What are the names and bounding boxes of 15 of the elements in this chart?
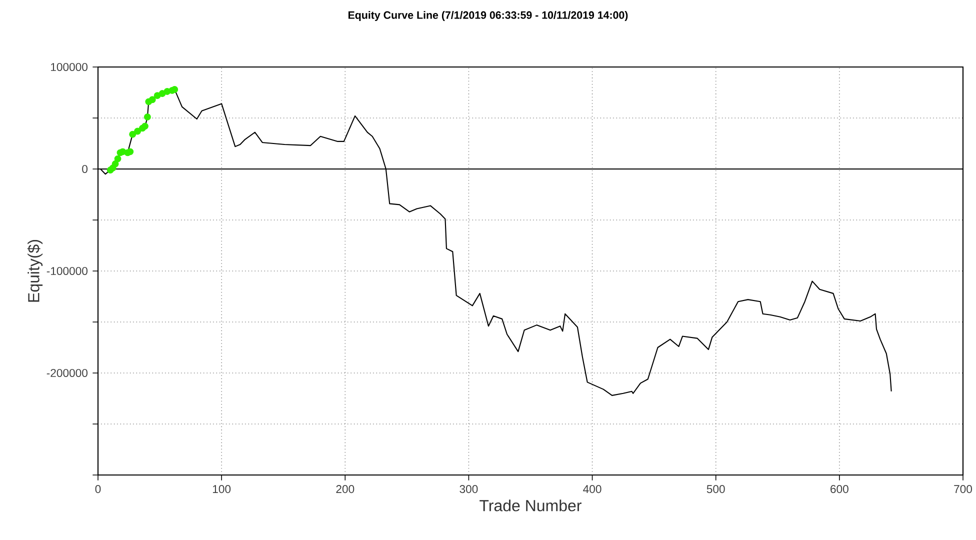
x-tick-label: 700 [954, 485, 972, 494]
x-tick-label: 500 [706, 485, 725, 494]
x-tick-label: 300 [460, 485, 478, 494]
y-tick-label: 0 [82, 164, 88, 174]
y-tick-label: 100000 [50, 62, 88, 72]
x-axis-title: Trade Number [480, 500, 582, 512]
x-tick-label: 0 [95, 485, 101, 494]
x-tick-label: 100 [212, 485, 231, 494]
x-tick-label: 200 [336, 485, 354, 494]
chart-title: Equity Curve Line (7/1/2019 06:33:59 - 10/11/2019 14:00) [348, 11, 628, 21]
y-tick-label: -100000 [46, 266, 88, 276]
y-axis-title: Equity($) [27, 240, 43, 302]
x-tick-label: 400 [583, 485, 602, 494]
x-tick-label: 600 [830, 485, 848, 494]
y-tick-label: -200000 [46, 368, 88, 378]
